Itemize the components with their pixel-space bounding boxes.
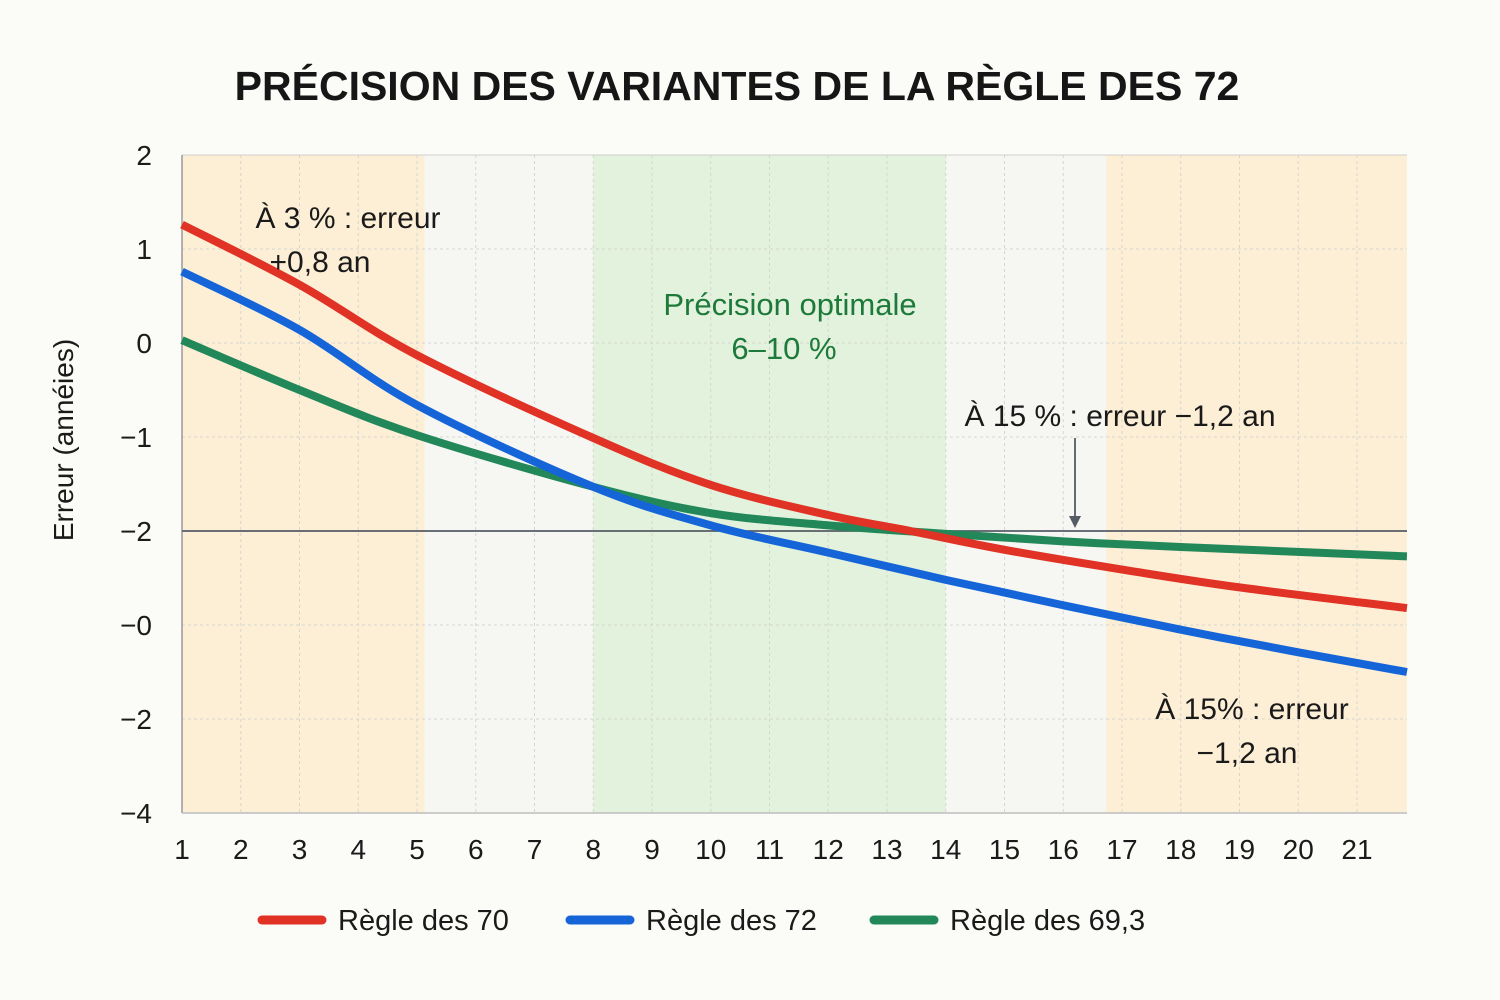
annotation-high-rate-2: −1,2 an [1197, 737, 1298, 770]
y-tick-label: −1 [120, 422, 152, 453]
series-line-2 [180, 336, 1408, 561]
series-line-0 [180, 220, 1408, 613]
x-tick-label: 18 [1165, 834, 1196, 865]
x-tick-label: 6 [468, 834, 484, 865]
band-1 [424, 155, 594, 813]
x-tick-label: 16 [1048, 834, 1079, 865]
x-tick-label: 20 [1283, 834, 1314, 865]
y-tick-label: −0 [120, 610, 152, 641]
x-tick-label: 14 [930, 834, 961, 865]
band-3 [945, 155, 1107, 813]
arrow-head [1069, 516, 1081, 528]
x-tick-label: 1 [174, 834, 190, 865]
x-tick-label: 12 [813, 834, 844, 865]
x-tick-label: 15 [989, 834, 1020, 865]
x-tick-label: 2 [233, 834, 249, 865]
y-tick-label: −4 [120, 798, 152, 829]
x-tick-label: 11 [755, 834, 784, 865]
y-tick-label: 0 [136, 328, 152, 359]
annotation-optimal-1: Précision optimale [663, 287, 916, 322]
x-tick-label: 10 [695, 834, 726, 865]
x-tick-label: 5 [409, 834, 425, 865]
x-tick-label: 17 [1106, 834, 1137, 865]
x-tick-label: 13 [871, 834, 902, 865]
y-tick-label: 1 [136, 234, 152, 265]
x-tick-label: 9 [644, 834, 660, 865]
x-tick-label: 8 [585, 834, 601, 865]
annotation-arrow [1069, 438, 1081, 528]
legend-label-2: Règle des 69,3 [950, 905, 1145, 937]
annotation-high-rate-1: À 15% : erreur [1155, 693, 1348, 726]
annotation-low-rate-1: À 3 % : erreur [255, 202, 440, 235]
background-bands [182, 155, 1407, 813]
x-tick-label: 7 [527, 834, 543, 865]
x-tick-label: 19 [1224, 834, 1255, 865]
x-tick-label: 21 [1341, 834, 1372, 865]
series-line-1 [180, 267, 1408, 676]
axes: 1 2 3 4 5 6 7 8 9 10 11 12 13 14 15 16 17 18 19 20 21210−1−2… [120, 140, 1407, 865]
y-tick-label: 2 [136, 140, 152, 171]
grid [181, 154, 1407, 814]
annotation-arrow-label: À 15 % : erreur −1,2 an [964, 400, 1275, 433]
chart-title: PRÉCISION DES VARIANTES DE LA RÈGLE DES … [235, 63, 1240, 109]
legend-label-0: Règle des 70 [338, 905, 509, 937]
annotation-optimal-2: 6–10 % [731, 331, 836, 366]
series-lines [180, 220, 1408, 676]
legend: Règle des 70 Règle des 72 Règle des 69,3 [257, 905, 1145, 937]
y-tick-label: −2 [120, 704, 152, 735]
x-tick-label: 4 [350, 834, 366, 865]
y-tick-label: −2 [120, 516, 152, 547]
x-tick-label: 3 [292, 834, 308, 865]
legend-label-1: Règle des 72 [646, 905, 817, 937]
annotation-low-rate-2: +0,8 an [270, 246, 371, 279]
band-0 [182, 155, 425, 813]
y-axis-label: Erreur (annéies) [48, 339, 79, 541]
